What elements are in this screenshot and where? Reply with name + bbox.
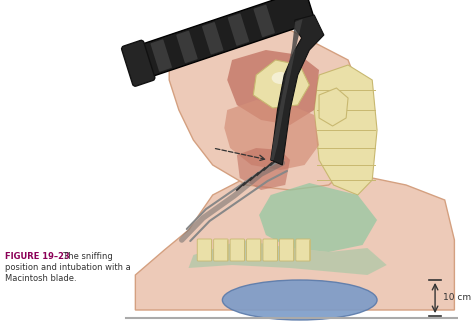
- FancyBboxPatch shape: [254, 5, 275, 37]
- Polygon shape: [319, 88, 348, 126]
- Ellipse shape: [222, 280, 377, 320]
- FancyBboxPatch shape: [228, 13, 249, 46]
- FancyBboxPatch shape: [197, 239, 212, 261]
- Polygon shape: [271, 19, 302, 160]
- Polygon shape: [237, 148, 290, 190]
- FancyBboxPatch shape: [122, 40, 155, 86]
- Polygon shape: [227, 50, 319, 125]
- Polygon shape: [169, 30, 367, 190]
- FancyBboxPatch shape: [279, 239, 294, 261]
- Text: position and intubation with a: position and intubation with a: [5, 263, 130, 272]
- Polygon shape: [253, 60, 310, 108]
- FancyBboxPatch shape: [151, 39, 172, 72]
- Polygon shape: [271, 15, 324, 165]
- FancyBboxPatch shape: [176, 31, 198, 63]
- FancyBboxPatch shape: [263, 239, 277, 261]
- Polygon shape: [189, 240, 387, 275]
- FancyBboxPatch shape: [214, 239, 228, 261]
- Polygon shape: [136, 170, 455, 310]
- FancyBboxPatch shape: [202, 22, 223, 54]
- Polygon shape: [224, 100, 319, 170]
- Polygon shape: [259, 183, 377, 252]
- FancyBboxPatch shape: [246, 239, 261, 261]
- Polygon shape: [314, 65, 377, 195]
- Text: FIGURE 19–23: FIGURE 19–23: [5, 252, 70, 261]
- FancyBboxPatch shape: [230, 239, 245, 261]
- FancyBboxPatch shape: [296, 239, 310, 261]
- Text: Macintosh blade.: Macintosh blade.: [5, 274, 76, 283]
- Text: The sniffing: The sniffing: [58, 252, 113, 261]
- Text: 10 cm: 10 cm: [443, 294, 471, 303]
- Ellipse shape: [272, 72, 289, 84]
- FancyBboxPatch shape: [130, 0, 315, 80]
